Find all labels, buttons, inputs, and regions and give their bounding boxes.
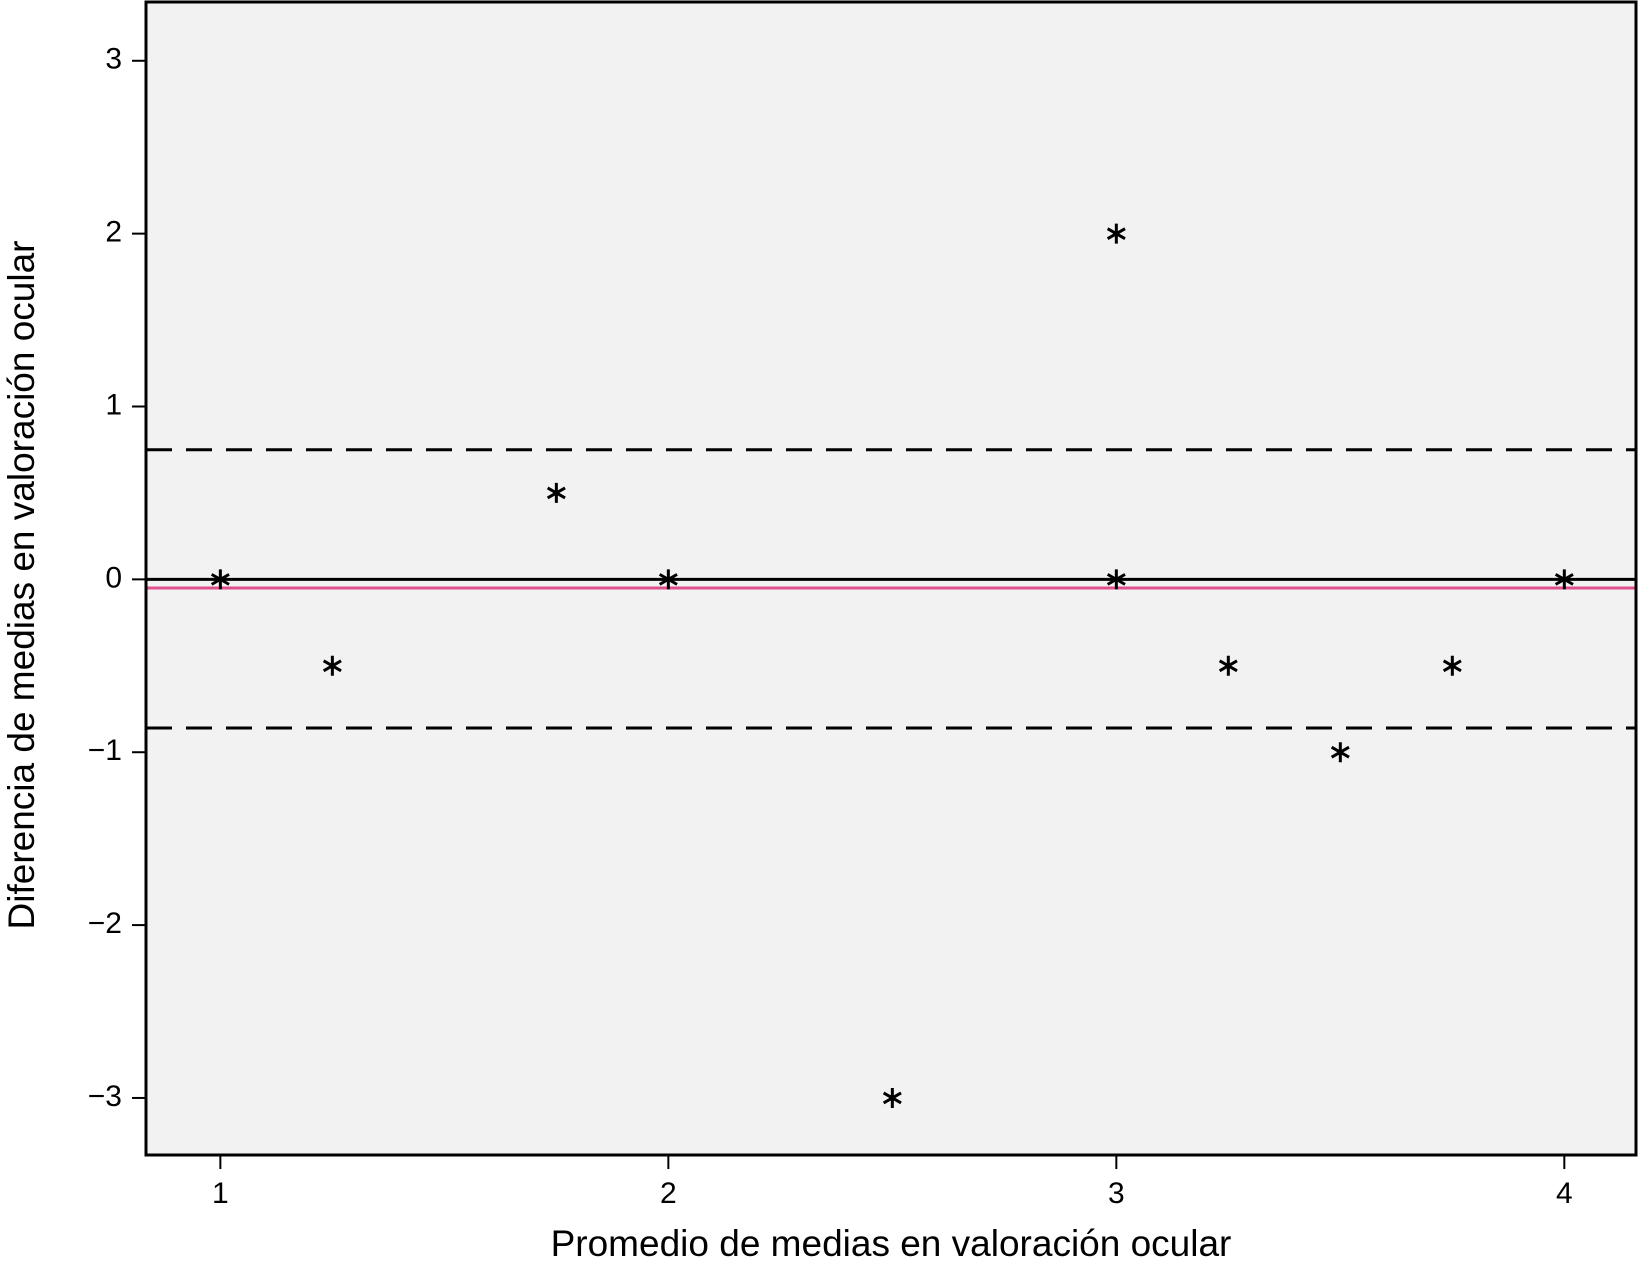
x-axis-title: Promedio de medias en valoración ocular: [551, 1223, 1232, 1264]
y-tick-label: −1: [88, 734, 122, 767]
point: [1330, 742, 1350, 763]
x-tick-label: 2: [660, 1177, 677, 1210]
x-tick-label: 4: [1556, 1177, 1573, 1210]
point: [210, 569, 230, 590]
x-tick-label: 1: [212, 1177, 229, 1210]
y-tick-label: 3: [105, 43, 122, 76]
point: [1106, 223, 1126, 244]
point: [1218, 655, 1238, 676]
y-axis-title: Diferencia de medias en valoración ocula…: [1, 241, 42, 930]
y-tick-label: 2: [105, 216, 122, 249]
point: [1106, 569, 1126, 590]
x-tick-label: 3: [1108, 1177, 1125, 1210]
y-tick-label: −3: [88, 1080, 122, 1113]
point: [546, 482, 566, 503]
point: [1554, 569, 1574, 590]
plot-frame: [144, 0, 1638, 1157]
y-tick-label: 0: [105, 561, 122, 594]
point: [882, 1087, 902, 1108]
y-tick-label: 1: [105, 388, 122, 421]
y-tick-label: −2: [88, 907, 122, 940]
point: [1442, 655, 1462, 676]
point: [322, 655, 342, 676]
point: [658, 569, 678, 590]
